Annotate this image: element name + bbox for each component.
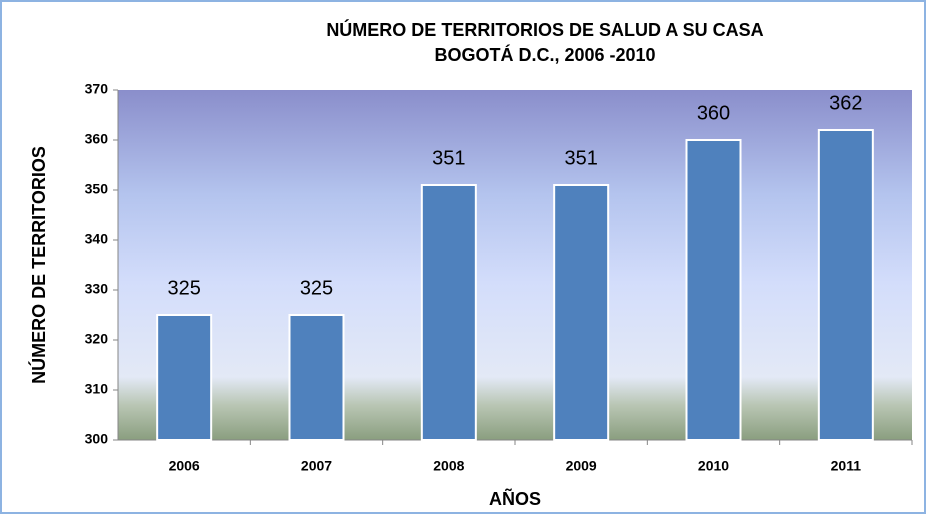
x-tick-label: 2011 <box>831 458 862 474</box>
value-label: 360 <box>697 102 730 124</box>
y-tick-label: 310 <box>85 381 109 397</box>
bar <box>156 314 213 441</box>
bar <box>420 184 477 441</box>
y-axis-label: NÚMERO DE TERRITORIOS <box>28 146 49 384</box>
value-label: 351 <box>432 147 465 169</box>
y-tick-label: 370 <box>85 81 109 97</box>
x-tick-label: 2008 <box>433 458 464 474</box>
chart-title: NÚMERO DE TERRITORIOS DE SALUD A SU CASA <box>326 19 763 40</box>
value-label: 325 <box>300 277 333 299</box>
bar <box>288 314 345 441</box>
chart-title: BOGOTÁ D.C., 2006 -2010 <box>434 44 655 65</box>
x-tick-label: 2006 <box>169 458 200 474</box>
y-tick-label: 320 <box>85 331 109 347</box>
bar <box>553 184 610 441</box>
bar <box>685 139 742 441</box>
x-tick-label: 2010 <box>698 458 729 474</box>
value-label: 325 <box>167 277 200 299</box>
value-label: 362 <box>829 92 862 114</box>
y-tick-label: 360 <box>85 131 109 147</box>
y-tick-label: 350 <box>85 181 109 197</box>
y-tick-label: 300 <box>85 431 109 447</box>
bar <box>817 129 874 441</box>
value-label: 351 <box>564 147 597 169</box>
x-tick-label: 2007 <box>301 458 332 474</box>
x-tick-label: 2009 <box>566 458 597 474</box>
plot-area <box>118 90 912 440</box>
y-tick-label: 330 <box>85 281 109 297</box>
x-axis-label: AÑOS <box>489 488 541 509</box>
y-tick-label: 340 <box>85 231 109 247</box>
